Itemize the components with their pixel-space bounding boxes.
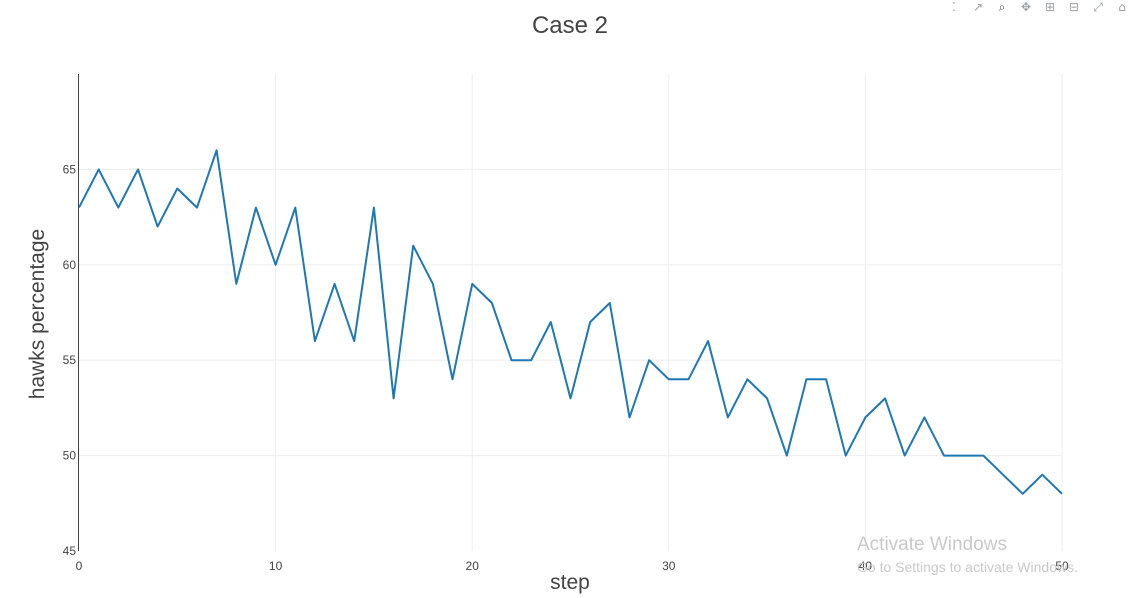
x-tick-label: 20 [466, 559, 480, 573]
plot-area[interactable] [78, 149, 1063, 495]
x-tick-label: 10 [269, 559, 283, 573]
x-tick-label: 30 [662, 559, 676, 573]
x-tick-label: 40 [859, 559, 873, 573]
zoom-out-icon[interactable]: ⊟ [1068, 0, 1080, 14]
watermark-title: Activate Windows [857, 534, 1007, 555]
reset-axes-icon[interactable]: ⌂ [1118, 0, 1126, 14]
grid-lines [79, 74, 1063, 551]
watermark-subtitle: Go to Settings to activate Windows. [857, 559, 1078, 575]
modebar: ⁚ ↗ ⌕ ✥ ⊞ ⊟ ⤢ ⌂ [946, 0, 1134, 14]
pan-icon[interactable]: ✥ [1020, 0, 1032, 14]
y-tick-label: 55 [63, 353, 77, 367]
compare-data-icon[interactable]: ⁚ [952, 0, 956, 14]
x-tick-label: 50 [1055, 559, 1069, 573]
activate-windows-watermark: Activate Windows Go to Settings to activ… [857, 534, 1078, 576]
closest-data-icon[interactable]: ↗ [972, 0, 984, 14]
zoom-icon[interactable]: ⌕ [998, 0, 1006, 14]
autoscale-icon[interactable]: ⤢ [1093, 0, 1103, 14]
x-axis-label: step [550, 571, 590, 594]
y-tick-label: 60 [63, 258, 77, 272]
y-axis-label: hawks percentage [26, 229, 49, 399]
y-tick-label: 65 [63, 162, 77, 176]
y-tick-label: 50 [63, 449, 77, 463]
y-tick-label: 45 [63, 544, 77, 558]
series-line[interactable] [78, 149, 1063, 495]
zoom-in-icon[interactable]: ⊞ [1044, 0, 1056, 14]
chart-title: Case 2 [532, 12, 608, 39]
x-tick-label: 0 [76, 559, 83, 573]
tick-labels: 0 10 20 30 40 50 45 50 55 60 65 [63, 162, 1069, 573]
